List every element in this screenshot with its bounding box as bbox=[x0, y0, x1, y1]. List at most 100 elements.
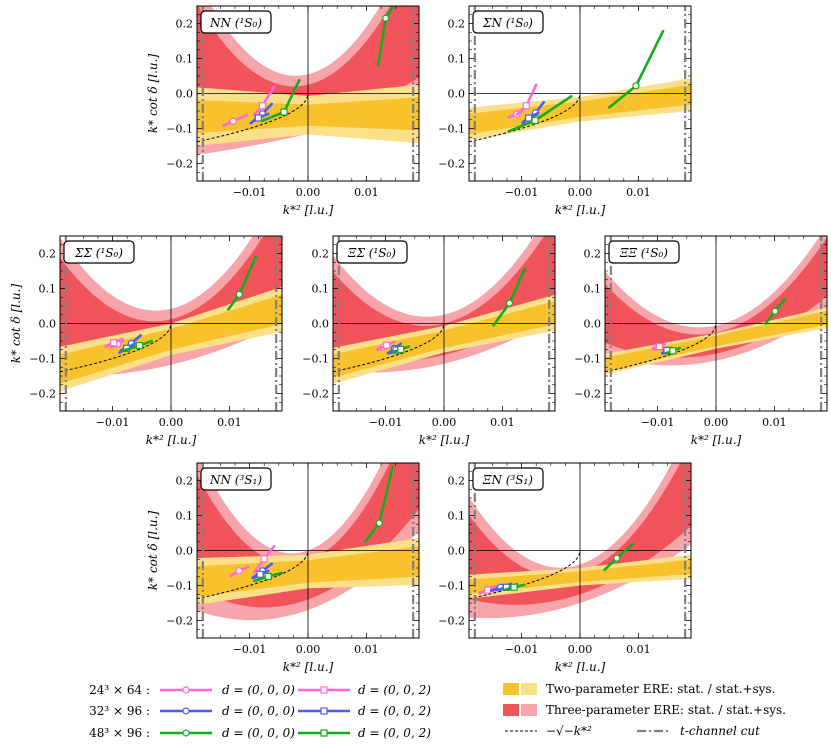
y-tick-label: 0.2 bbox=[176, 475, 194, 488]
y-tick-label: 0.0 bbox=[312, 318, 330, 331]
panel-title-box bbox=[63, 240, 135, 264]
legend-frame-label: d = (0, 0, 0) bbox=[222, 704, 295, 718]
data-point-square bbox=[135, 341, 144, 350]
y-tick-label: 0.0 bbox=[176, 88, 194, 101]
data-point-circle bbox=[235, 567, 243, 575]
panel-title-text: ΞΞ (¹S₀) bbox=[619, 246, 668, 260]
panel-title-box bbox=[472, 10, 544, 34]
y-tick-label: 0.1 bbox=[448, 510, 466, 523]
sqrt-curve bbox=[469, 93, 581, 143]
y-tick-label: 0.2 bbox=[39, 248, 57, 261]
panel-title: ΞΞ (¹S₀) bbox=[608, 240, 680, 264]
legend-two-param-sys-swatch bbox=[521, 683, 537, 695]
x-tick-label: −0.01 bbox=[641, 416, 675, 429]
x-tick-label: −0.01 bbox=[96, 416, 130, 429]
panel-title-box bbox=[472, 467, 544, 491]
legend-sqrt-label: −√−k*² bbox=[546, 724, 592, 738]
x-tick-label: 0.00 bbox=[568, 186, 593, 199]
series-line bbox=[507, 95, 573, 133]
panel: −0.01 0.00 0.01 −0.2 −0.1 0.0 0.1 0.2 k*² [l.u.]… bbox=[438, 462, 692, 674]
y-tick-label: 0.1 bbox=[312, 283, 330, 296]
data-point-square bbox=[522, 102, 530, 110]
y-tick-label: −0.1 bbox=[166, 123, 193, 136]
y-tick-label: −0.2 bbox=[302, 388, 329, 401]
x-tick-label: 0.01 bbox=[626, 643, 651, 656]
data-point-circle bbox=[771, 307, 779, 315]
x-tick-label: 0.01 bbox=[354, 186, 379, 199]
data-point-square bbox=[264, 572, 272, 581]
sqrt-curve bbox=[605, 323, 717, 373]
panel-title-box bbox=[336, 240, 408, 264]
legend-ensemble-label: 48³ × 96 : bbox=[89, 726, 150, 740]
y-tick-label: −0.2 bbox=[574, 388, 601, 401]
legend-frame-label: d = (0, 0, 2) bbox=[358, 683, 431, 697]
panels: −0.01 0.00 0.01 −0.2 −0.1 0.0 0.1 0.2 k*² [l.u.]… bbox=[9, 5, 828, 674]
y-tick-label: 0.2 bbox=[312, 248, 330, 261]
y-tick-label: −0.1 bbox=[438, 123, 465, 136]
panel-title-text: ΣΣ (¹S₀) bbox=[74, 246, 123, 260]
x-tick-label: 0.01 bbox=[762, 416, 787, 429]
legend-three-param-stat-swatch bbox=[503, 704, 519, 716]
y-tick-label: −0.1 bbox=[438, 580, 465, 593]
x-tick-label: −0.01 bbox=[233, 186, 267, 199]
plot-area bbox=[605, 236, 827, 411]
y-tick-label: 0.0 bbox=[584, 318, 602, 331]
legend-marker-circle bbox=[182, 729, 190, 737]
panel: −0.01 0.00 0.01 −0.2 −0.1 0.0 0.1 0.2 k*² [l.u.]… bbox=[9, 235, 283, 447]
legend-frame-label: d = (0, 0, 2) bbox=[358, 726, 431, 740]
panel-title: NN (¹S₀) bbox=[200, 10, 272, 34]
x-tick-label: 0.01 bbox=[626, 186, 651, 199]
sqrt-curve bbox=[333, 323, 445, 373]
data-point-square bbox=[531, 116, 539, 125]
legend-marker-square bbox=[320, 686, 328, 694]
x-tick-label: 0.01 bbox=[490, 416, 515, 429]
plot-area bbox=[333, 236, 555, 411]
data-point-square bbox=[669, 347, 677, 355]
y-tick-label: 0.2 bbox=[448, 475, 466, 488]
y-tick-label: 0.1 bbox=[448, 53, 466, 66]
y-tick-label: 0.0 bbox=[39, 318, 57, 331]
legend-frame-label: d = (0, 0, 0) bbox=[222, 683, 295, 697]
panel-title: ΞN (³S₁) bbox=[472, 467, 544, 491]
y-tick-label: −0.1 bbox=[302, 353, 329, 366]
plot-area bbox=[197, 6, 419, 181]
x-tick-label: −0.01 bbox=[369, 416, 403, 429]
sqrt-curve bbox=[197, 550, 309, 600]
y-tick-label: 0.2 bbox=[584, 248, 602, 261]
panel-title: ΣN (¹S₀) bbox=[472, 10, 544, 34]
y-axis-label: k* cot δ [l.u.] bbox=[9, 284, 23, 364]
y-tick-label: −0.2 bbox=[438, 158, 465, 171]
panel-title-text: ΣN (¹S₀) bbox=[482, 16, 533, 30]
y-tick-label: −0.2 bbox=[29, 388, 56, 401]
panel-title-box bbox=[200, 467, 272, 491]
panel-title-box bbox=[200, 10, 272, 34]
data-point-square bbox=[260, 555, 268, 563]
data-point-square bbox=[256, 570, 264, 578]
x-tick-label: 0.01 bbox=[217, 416, 242, 429]
y-axis-label: k* cot δ [l.u.] bbox=[146, 54, 160, 134]
sqrt-curve bbox=[197, 93, 309, 143]
legend-frame-label: d = (0, 0, 0) bbox=[222, 726, 295, 740]
x-tick-label: 0.00 bbox=[296, 643, 321, 656]
plot-area bbox=[60, 236, 282, 411]
y-tick-label: 0.0 bbox=[448, 88, 466, 101]
legend: 24³ × 64 : d = (0, 0, 0) d = (0, 0, 2) 32³ … bbox=[89, 682, 786, 740]
data-point-square bbox=[110, 339, 118, 347]
y-tick-label: −0.2 bbox=[166, 615, 193, 628]
x-axis-label: k*² [l.u.] bbox=[283, 660, 334, 674]
data-point-square bbox=[280, 108, 288, 116]
series-line bbox=[226, 255, 258, 311]
data-point-square bbox=[254, 114, 262, 122]
y-tick-label: 0.0 bbox=[176, 545, 194, 558]
y-tick-label: 0.0 bbox=[448, 545, 466, 558]
plot-area bbox=[469, 6, 691, 181]
x-tick-label: 0.00 bbox=[432, 416, 457, 429]
panel-title-text: NN (³S₁) bbox=[209, 473, 262, 487]
y-tick-label: 0.2 bbox=[176, 18, 194, 31]
panel: −0.01 0.00 0.01 −0.2 −0.1 0.0 0.1 0.2 k*² [l.u.]… bbox=[574, 235, 828, 447]
y-tick-label: −0.1 bbox=[29, 353, 56, 366]
legend-marker-circle bbox=[182, 686, 190, 694]
legend-tchannel-label: t-channel cut bbox=[680, 724, 760, 738]
three-param-stat-band bbox=[469, 463, 691, 605]
y-tick-label: −0.2 bbox=[166, 158, 193, 171]
